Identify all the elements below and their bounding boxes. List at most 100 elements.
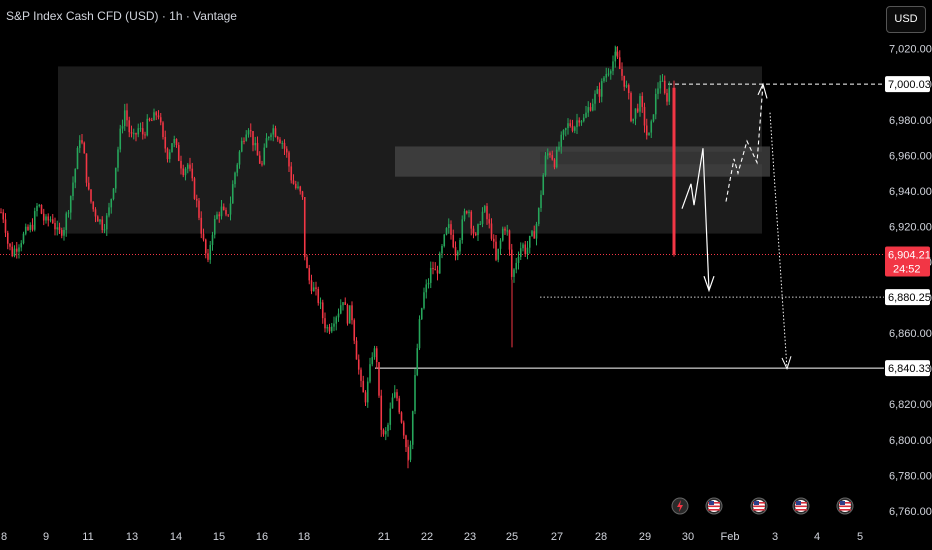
candle-body — [513, 269, 515, 277]
candle-body — [18, 247, 20, 252]
candle-body — [132, 133, 135, 135]
candle-body — [29, 224, 32, 230]
candle-body — [362, 380, 365, 393]
us-flag-icon — [705, 497, 723, 515]
candle-body — [612, 61, 614, 72]
projection-solid — [681, 148, 710, 291]
candle-body — [139, 128, 142, 130]
candle-body — [474, 233, 477, 236]
candle-body — [411, 411, 414, 445]
candle-body — [290, 166, 293, 181]
candle-body — [146, 118, 149, 136]
candle-body — [515, 262, 518, 270]
candle-body — [387, 424, 389, 432]
candle-body — [54, 223, 56, 230]
candle-body — [24, 226, 27, 234]
candle-body — [297, 186, 299, 189]
candle-body — [465, 211, 468, 214]
candle-body — [614, 51, 617, 62]
flag-stripe — [839, 505, 851, 508]
candle-body — [351, 305, 353, 321]
candle-body — [270, 134, 272, 137]
y-tick-label: 6,920.00 — [889, 221, 932, 233]
x-tick-label: 9 — [43, 531, 49, 543]
candle-body — [87, 182, 90, 190]
candle-body — [0, 212, 2, 214]
x-tick-label: 8 — [1, 531, 7, 543]
candle-body — [648, 132, 650, 136]
flag-canton — [840, 501, 845, 505]
candle-body — [328, 327, 331, 332]
countdown-label: 24:52 — [893, 264, 921, 276]
candle-body — [261, 163, 263, 165]
candle-body — [600, 81, 603, 97]
candle-body — [418, 319, 421, 349]
flag-canton — [709, 501, 714, 505]
candle-body — [175, 138, 178, 146]
candle-body — [371, 357, 374, 365]
x-tick-label: 29 — [639, 531, 651, 543]
candle-body — [553, 159, 556, 168]
candle-body — [663, 80, 666, 94]
candle-body — [402, 422, 405, 436]
candle-body — [148, 118, 151, 121]
candle-body — [276, 136, 279, 140]
candle-body — [501, 228, 504, 241]
candle-body — [51, 219, 54, 224]
candle-body — [632, 118, 635, 122]
candle-body — [9, 243, 11, 247]
candle-body — [594, 93, 596, 104]
candle-body — [281, 142, 284, 144]
candle-body — [67, 212, 70, 214]
candle-body — [654, 93, 657, 115]
candle-body — [40, 204, 43, 214]
candle-body — [330, 326, 333, 332]
zone-box — [540, 151, 762, 165]
candle-body — [292, 180, 295, 184]
x-tick-label: 28 — [595, 531, 607, 543]
candle-body — [517, 256, 520, 263]
candle-body — [173, 138, 176, 144]
candle-body — [301, 191, 304, 198]
candle-body — [616, 51, 619, 58]
candle-body — [335, 317, 338, 324]
x-tick-label: 11 — [82, 531, 93, 543]
y-tick-label: 6,860.00 — [889, 328, 932, 340]
candle-body — [454, 247, 457, 256]
candle-body — [456, 251, 459, 256]
candle-body — [150, 120, 153, 122]
currency-button[interactable]: USD — [886, 6, 926, 33]
candle-body — [315, 287, 317, 289]
candle-body — [171, 143, 173, 153]
candle-body — [587, 107, 590, 113]
candle-body — [551, 155, 554, 160]
y-tick-label: 7,020.00 — [889, 44, 932, 56]
candle-body — [36, 205, 38, 212]
candle-body — [2, 212, 5, 220]
candle-body — [76, 147, 79, 170]
candle-body — [499, 240, 502, 249]
candle-body — [416, 348, 419, 376]
x-tick-label: 14 — [170, 531, 182, 543]
candle-body — [288, 152, 290, 167]
candle-body — [573, 127, 576, 131]
lightning-icon — [671, 497, 689, 515]
candle-body — [326, 327, 329, 329]
candle-body — [6, 232, 9, 244]
candle-body — [589, 107, 592, 111]
candle-body — [423, 292, 425, 309]
candle-body — [578, 120, 581, 123]
candle-body — [657, 88, 659, 94]
candle-body — [661, 80, 664, 82]
candle-body — [627, 85, 630, 94]
candle-body — [90, 189, 92, 202]
candle-body — [155, 112, 158, 116]
candle-body — [193, 178, 196, 199]
candle-body — [623, 75, 626, 87]
candle-body — [384, 431, 387, 435]
x-tick-label: 30 — [682, 531, 694, 543]
candle-body — [432, 267, 434, 270]
candle-body — [364, 392, 367, 403]
candle-body — [319, 302, 322, 304]
